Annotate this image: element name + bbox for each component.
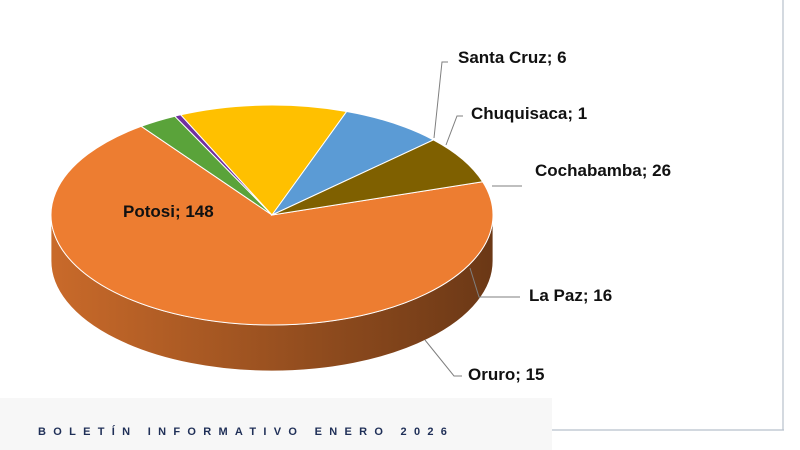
data-label-chuquisaca: Chuquisaca; 1 [471,104,587,123]
pie-slice-oruro [271,139,484,216]
pie-slice-potosi [50,125,494,326]
leader-line-chuquisaca [445,115,463,146]
pie-slice-cochabamba [179,104,348,216]
leader-line-la-paz [469,267,520,298]
pie-slices [50,104,494,326]
chart-frame [552,0,784,431]
data-label-potosi: Potosi; 148 [123,202,214,221]
leader-lines [424,61,522,377]
data-label-cochabamba: Cochabamba; 26 [535,161,671,180]
data-label-oruro: Oruro; 15 [468,365,545,384]
data-label-santa-cruz: Santa Cruz; 6 [458,48,567,67]
data-label-la-paz: La Paz; 16 [529,286,612,305]
pie-slice-la-paz [270,110,435,217]
leader-line-santa-cruz [433,61,448,139]
leader-line-oruro [424,339,462,377]
footer-band [0,398,552,450]
footer-title: BOLETÍN INFORMATIVO ENERO 2026 [38,426,455,438]
data-labels: Potosi; 148 Santa Cruz; 6 Chuquisaca; 1 Coc… [123,48,671,384]
